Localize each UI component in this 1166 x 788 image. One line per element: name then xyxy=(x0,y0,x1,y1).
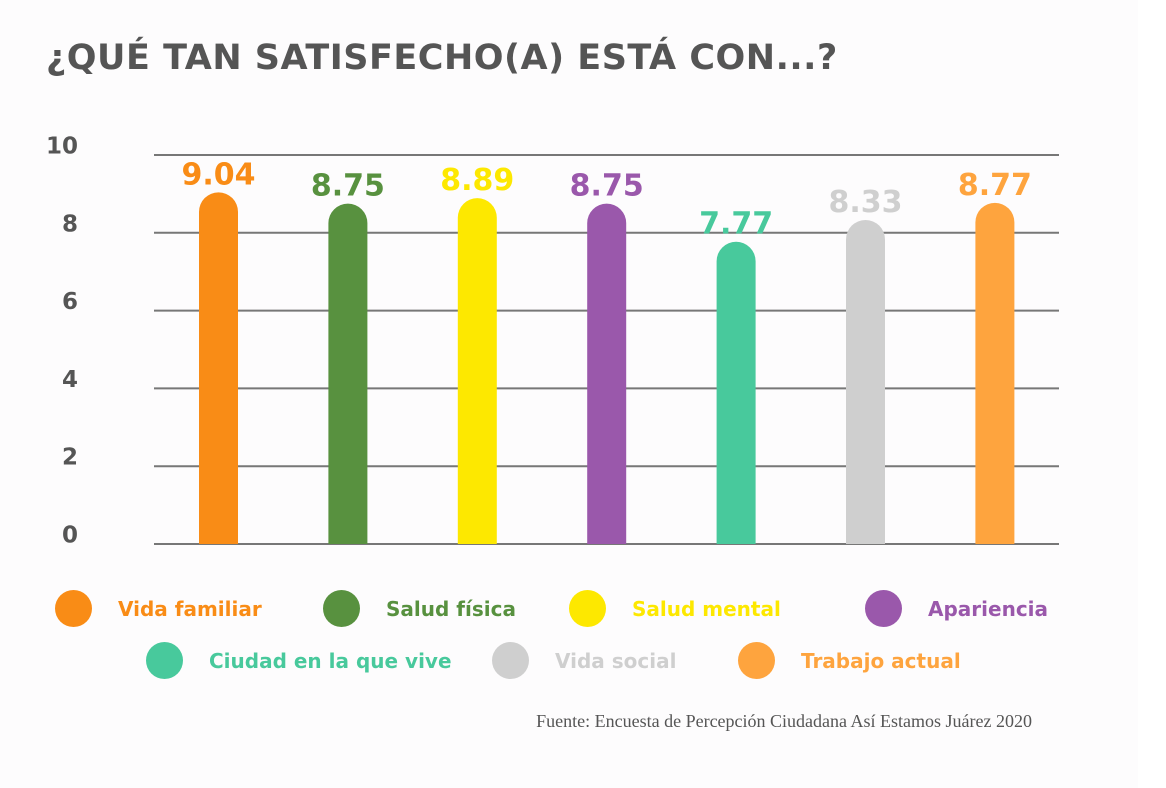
legend-swatch-icon xyxy=(492,642,529,679)
legend-item: Salud mental xyxy=(569,590,781,627)
y-tick-label: 0 xyxy=(62,523,78,549)
chart-canvas: ¿QUÉ TAN SATISFECHO(A) ESTÁ CON...? 0 2 4 6… xyxy=(45,38,1059,731)
bars xyxy=(199,192,1015,545)
legend-item: Ciudad en la que vive xyxy=(146,642,452,679)
legend-item: Vida familiar xyxy=(55,590,262,627)
legend-swatch-icon xyxy=(865,590,902,627)
bar-apariencia xyxy=(587,203,627,544)
value-label: 9.04 xyxy=(181,157,255,192)
value-label: 8.75 xyxy=(311,169,385,204)
legend-label: Vida social xyxy=(555,648,677,673)
bar-salud-mental xyxy=(457,198,497,544)
legend-swatch-icon xyxy=(738,642,775,679)
bar-vida-social xyxy=(846,219,885,544)
legend-swatch-icon xyxy=(55,590,92,627)
legend-item: Trabajo actual xyxy=(738,642,961,679)
legend-swatch-icon xyxy=(146,642,183,679)
bar-trabajo-actual xyxy=(975,202,1015,545)
legend-swatch-icon xyxy=(569,590,606,627)
chart-title: ¿QUÉ TAN SATISFECHO(A) ESTÁ CON...? xyxy=(46,38,838,78)
legend-label: Vida familiar xyxy=(118,596,262,621)
value-labels: 9.04 8.75 8.89 8.75 7.77 8.33 8.77 xyxy=(181,157,1031,241)
bar-ciudad-en-la-que-vive xyxy=(716,241,756,544)
legend-label: Salud física xyxy=(386,596,516,621)
value-label: 8.77 xyxy=(958,168,1032,203)
y-tick-label: 6 xyxy=(62,289,78,315)
y-axis-ticks: 0 2 4 6 8 10 xyxy=(46,134,78,549)
y-tick-label: 4 xyxy=(62,367,78,393)
legend: Vida familiar Salud física Salud mental Apa… xyxy=(55,590,1048,679)
y-tick-label: 10 xyxy=(46,134,78,160)
legend-item: Apariencia xyxy=(865,590,1048,627)
legend-label: Ciudad en la que vive xyxy=(209,648,452,673)
legend-label: Trabajo actual xyxy=(801,648,961,673)
legend-item: Vida social xyxy=(492,642,676,679)
bar-salud-física xyxy=(328,203,368,544)
value-label: 8.33 xyxy=(828,185,902,220)
legend-label: Apariencia xyxy=(928,596,1049,621)
y-tick-label: 8 xyxy=(62,211,78,237)
bar-chart: 0 2 4 6 8 10 9.04 8.75 8.89 8.75 7.77 8.33 8.77 xyxy=(46,134,1059,549)
legend-label: Salud mental xyxy=(632,596,781,621)
value-label: 8.89 xyxy=(440,163,514,198)
legend-swatch-icon xyxy=(323,590,360,627)
value-label: 7.77 xyxy=(699,207,773,242)
y-tick-label: 2 xyxy=(62,445,78,471)
source-note: Fuente: Encuesta de Percepción Ciudadana… xyxy=(536,711,1032,731)
value-label: 8.75 xyxy=(570,169,644,204)
legend-item: Salud física xyxy=(323,590,516,627)
bar-vida-familiar xyxy=(199,192,238,544)
